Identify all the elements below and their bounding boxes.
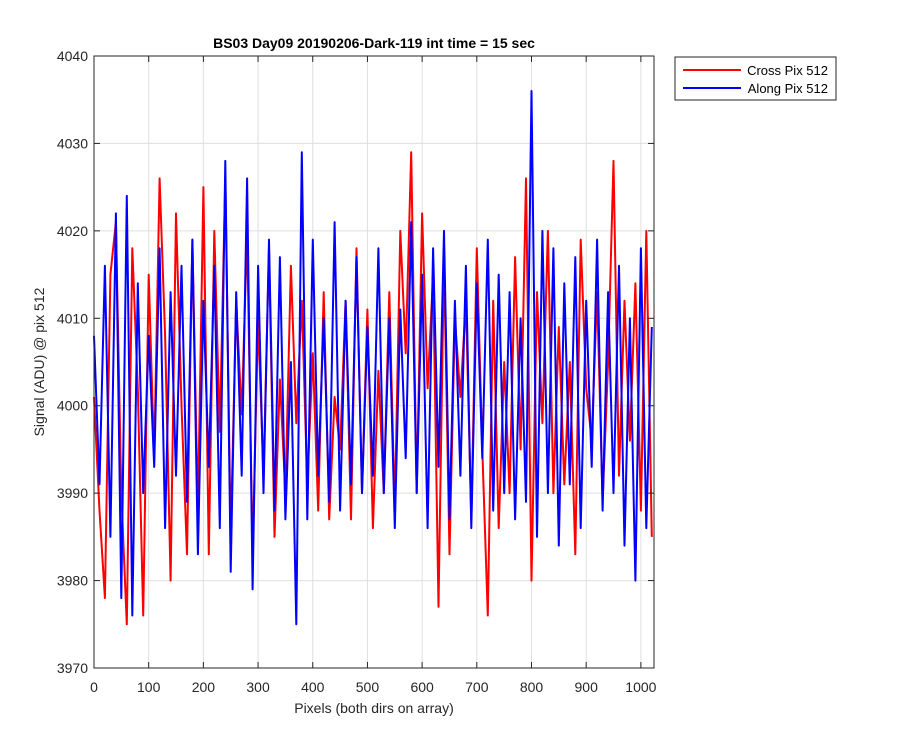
x-axis-label: Pixels (both dirs on array) (294, 700, 454, 716)
x-tick-label: 600 (410, 679, 434, 695)
chart-title: BS03 Day09 20190206-Dark-119 int time = … (213, 35, 535, 51)
legend-box (674, 56, 837, 101)
legend: Cross Pix 512 Along Pix 512 (674, 56, 837, 101)
x-tick-label: 0 (90, 679, 98, 695)
x-tick-label: 100 (137, 679, 161, 695)
y-tick-label: 4040 (57, 48, 88, 64)
series-line-along (93, 90, 653, 626)
y-tick-label: 3970 (57, 660, 88, 676)
x-tick-label: 700 (465, 679, 489, 695)
series-line-cross (93, 151, 653, 626)
x-tick-label: 200 (192, 679, 216, 695)
x-axis: 0 100 200 300 400 500 600 700 800 900 1000 (90, 56, 657, 695)
y-tick-label: 4010 (57, 310, 88, 326)
x-tick-label: 1000 (625, 679, 656, 695)
y-tick-label: 4020 (57, 223, 88, 239)
y-axis: 3970 3980 3990 4000 4010 4020 4030 4040 (57, 48, 654, 676)
y-axis-label: Signal (ADU) @ pix 512 (31, 287, 47, 436)
x-tick-label: 300 (246, 679, 270, 695)
legend-label-cross: Cross Pix 512 (747, 63, 828, 78)
x-tick-label: 800 (520, 679, 544, 695)
series-layer (93, 90, 653, 626)
y-tick-label: 4030 (57, 135, 88, 151)
x-tick-label: 900 (575, 679, 599, 695)
x-tick-label: 500 (356, 679, 380, 695)
legend-label-along: Along Pix 512 (748, 81, 828, 96)
y-tick-label: 4000 (57, 398, 88, 414)
x-tick-label: 400 (301, 679, 325, 695)
y-tick-label: 3980 (57, 573, 88, 589)
y-tick-label: 3990 (57, 485, 88, 501)
plot-frame (93, 55, 655, 669)
